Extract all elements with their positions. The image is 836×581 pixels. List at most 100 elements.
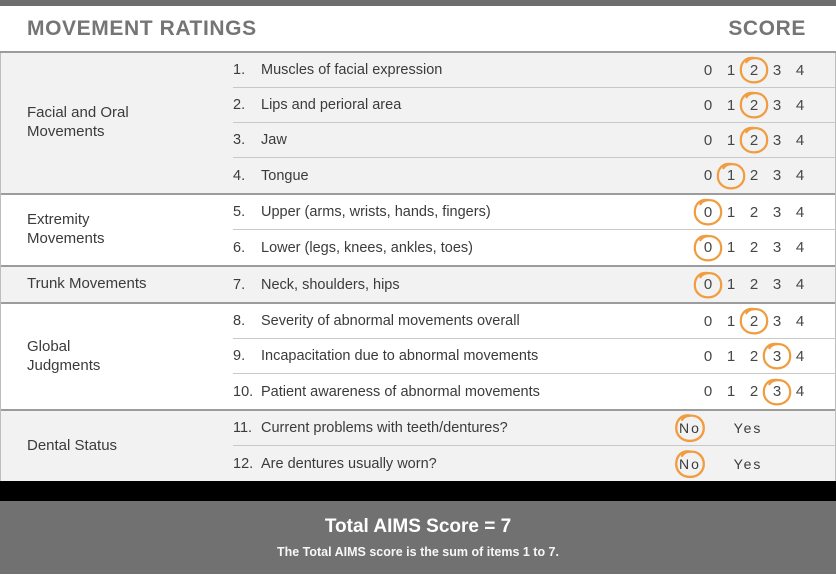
score-option-3[interactable]: 3 <box>772 276 782 293</box>
score-option-no[interactable]: No <box>673 414 707 443</box>
score-option-1[interactable]: 1 <box>726 61 736 79</box>
item-text: 4. Tongue <box>233 168 657 184</box>
score-option-2[interactable]: 2 <box>739 126 769 154</box>
score-option-4[interactable]: 4 <box>795 312 805 330</box>
item-text: 12. Are dentures usually worn? <box>233 456 657 472</box>
category-label: Global Judgments <box>27 337 101 374</box>
score-option-0[interactable]: 0 <box>703 383 713 400</box>
item-text: 8. Severity of abnormal movements overall <box>233 313 657 329</box>
rating-row: 7. Neck, shoulders, hips 0 1 2 3 4 <box>233 267 835 302</box>
score-option-3[interactable]: 3 <box>772 131 782 149</box>
item-label: Patient awareness of abnormal movements <box>261 383 540 400</box>
selection-circle-icon <box>739 56 769 84</box>
section-global-judgments: Global Judgments 8. Severity of abnormal m… <box>1 304 835 411</box>
score-option-3[interactable]: 3 <box>772 312 782 330</box>
score-option-1[interactable]: 1 <box>726 203 736 221</box>
score-options: No Yes <box>657 449 807 478</box>
score-option-4[interactable]: 4 <box>795 203 805 221</box>
item-text: 3. Jaw <box>233 132 657 148</box>
score-option-0[interactable]: 0 <box>703 167 713 184</box>
score-option-3[interactable]: 3 <box>762 378 792 405</box>
score-option-1[interactable]: 1 <box>726 276 736 293</box>
total-score-text: Total AIMS Score = 7 <box>324 516 512 537</box>
selection-circle-icon <box>675 449 705 478</box>
rating-row: 8. Severity of abnormal movements overall… <box>233 304 835 339</box>
item-number: 9. <box>233 348 246 364</box>
total-score-footer: Total AIMS Score = 7 The Total AIMS scor… <box>0 501 836 574</box>
score-option-3[interactable]: 3 <box>762 342 792 370</box>
score-option-1[interactable]: 1 <box>726 96 736 114</box>
score-option-0[interactable]: 0 <box>703 312 713 330</box>
item-text: 1. Muscles of facial expression <box>233 62 657 78</box>
score-option-2[interactable]: 2 <box>749 276 759 293</box>
rating-row: 4. Tongue 0 1 2 3 4 <box>233 158 835 193</box>
score-option-0[interactable]: 0 <box>693 271 723 298</box>
item-number: 1. <box>233 62 246 78</box>
score-option-2[interactable]: 2 <box>749 383 759 400</box>
selection-circle-icon <box>739 91 769 119</box>
score-option-4[interactable]: 4 <box>795 96 805 114</box>
score-option-4[interactable]: 4 <box>795 131 805 149</box>
score-option-0[interactable]: 0 <box>703 347 713 365</box>
rating-row: 11. Current problems with teeth/dentures?… <box>233 411 835 446</box>
score-option-yes[interactable]: Yes <box>733 455 763 472</box>
score-option-4[interactable]: 4 <box>795 167 805 184</box>
score-option-1[interactable]: 1 <box>726 347 736 365</box>
score-option-2[interactable]: 2 <box>749 203 759 221</box>
score-option-2[interactable]: 2 <box>739 91 769 119</box>
item-text: 6. Lower (legs, knees, ankles, toes) <box>233 240 657 256</box>
score-option-4[interactable]: 4 <box>795 347 805 365</box>
score-option-1[interactable]: 1 <box>726 312 736 330</box>
item-label: Muscles of facial expression <box>261 62 443 78</box>
score-option-0[interactable]: 0 <box>703 96 713 114</box>
score-option-3[interactable]: 3 <box>772 96 782 114</box>
score-option-no[interactable]: No <box>673 449 707 478</box>
score-option-4[interactable]: 4 <box>795 276 805 293</box>
rating-row: 6. Lower (legs, knees, ankles, toes) 0 1 2 3 4 <box>233 230 835 265</box>
score-option-yes[interactable]: Yes <box>733 420 763 436</box>
score-option-3[interactable]: 3 <box>772 167 782 184</box>
score-option-1[interactable]: 1 <box>726 131 736 149</box>
score-option-2[interactable]: 2 <box>739 307 769 335</box>
selection-circle-icon <box>739 307 769 335</box>
score-option-3[interactable]: 3 <box>772 239 782 256</box>
section-rows: 1. Muscles of facial expression 0 1 2 3 4 2. Lip… <box>233 53 835 193</box>
score-option-4[interactable]: 4 <box>795 383 805 400</box>
score-option-2[interactable]: 2 <box>739 56 769 84</box>
category-label: Extremity Movements <box>27 211 105 247</box>
section-rows: 5. Upper (arms, wrists, hands, fingers) 0 1… <box>233 195 835 265</box>
item-text: 11. Current problems with teeth/dentures? <box>233 420 657 436</box>
score-option-2[interactable]: 2 <box>749 239 759 256</box>
score-option-0[interactable]: 0 <box>703 61 713 79</box>
score-option-0[interactable]: 0 <box>703 131 713 149</box>
score-option-3[interactable]: 3 <box>772 203 782 221</box>
score-options: No Yes <box>657 414 807 443</box>
score-option-0[interactable]: 0 <box>693 234 723 261</box>
item-number: 4. <box>233 167 246 184</box>
score-option-3[interactable]: 3 <box>772 61 782 79</box>
total-score-note: The Total AIMS score is the sum of items… <box>276 545 559 559</box>
score-option-0[interactable]: 0 <box>693 198 723 226</box>
score-option-1[interactable]: 1 <box>716 162 746 189</box>
score-option-2[interactable]: 2 <box>749 167 759 184</box>
section-trunk-movements: Trunk Movements 7. Neck, shoulders, hips 0 1… <box>1 267 835 304</box>
score-option-4[interactable]: 4 <box>795 61 805 79</box>
score-column-header: SCORE <box>728 16 806 40</box>
score-option-1[interactable]: 1 <box>726 383 736 400</box>
page-title: MOVEMENT RATINGS <box>27 16 257 40</box>
section-dental-status: Dental Status 11. Current problems with te… <box>1 411 835 481</box>
item-text: 10. Patient awareness of abnormal movemen… <box>233 384 657 400</box>
score-option-4[interactable]: 4 <box>795 239 805 256</box>
score-option-2[interactable]: 2 <box>749 347 759 365</box>
rating-row: 12. Are dentures usually worn? No Yes <box>233 446 835 481</box>
selection-circle-icon <box>716 162 746 189</box>
item-number: 3. <box>233 132 246 148</box>
score-option-1[interactable]: 1 <box>726 239 736 256</box>
item-label: Are dentures usually worn? <box>261 455 437 472</box>
